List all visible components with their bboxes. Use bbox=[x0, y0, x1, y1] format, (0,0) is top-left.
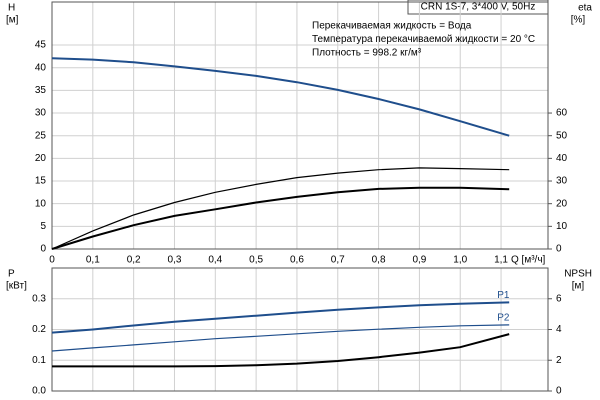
x-axis-label: Q [м³/ч] bbox=[511, 255, 546, 266]
y2-tick-label: 30 bbox=[556, 176, 568, 187]
x-tick-label: 0,8 bbox=[372, 255, 386, 266]
plot-frame bbox=[51, 267, 549, 392]
x-tick-label: 0,4 bbox=[208, 255, 222, 266]
y-tick-label: 30 bbox=[35, 108, 47, 119]
annotation: Перекачиваемая жидкость = Вода bbox=[312, 21, 472, 32]
y-tick-label: 40 bbox=[35, 62, 47, 73]
chart-title: CRN 1S-7, 3*400 V, 50Hz bbox=[421, 2, 536, 13]
x-tick-label: 0 bbox=[49, 255, 55, 266]
y-tick-label: 0.0 bbox=[32, 386, 46, 397]
y2-axis-unit: [м] bbox=[572, 281, 585, 292]
y2-tick-label: 6 bbox=[556, 293, 562, 304]
annotation: Температура перекачиваемой жидкости = 20… bbox=[312, 34, 535, 45]
curve bbox=[51, 57, 510, 137]
y-tick-label: 0.3 bbox=[32, 293, 46, 304]
y-tick-label: 15 bbox=[35, 176, 47, 187]
y-axis-unit: [м] bbox=[6, 15, 19, 26]
series-label: P2 bbox=[497, 313, 510, 324]
x-tick-label: 0,1 bbox=[86, 255, 100, 266]
x-tick-label: 1,1 bbox=[494, 255, 508, 266]
curve bbox=[51, 301, 510, 334]
y-tick-label: 0.2 bbox=[32, 324, 46, 335]
y2-tick-label: 4 bbox=[556, 324, 562, 335]
y2-axis-unit: [%] bbox=[571, 15, 586, 26]
y2-tick-label: 50 bbox=[556, 130, 568, 141]
y2-tick-label: 60 bbox=[556, 108, 568, 119]
x-tick-label: 0,9 bbox=[412, 255, 426, 266]
y2-axis-label: eta bbox=[578, 3, 592, 14]
y-tick-label: 35 bbox=[35, 85, 47, 96]
y-tick-label: 0 bbox=[40, 244, 46, 255]
y-axis-label: P bbox=[8, 269, 15, 280]
curve bbox=[51, 167, 510, 250]
y2-tick-label: 10 bbox=[556, 221, 568, 232]
annotation: Плотность = 998.2 кг/м³ bbox=[312, 48, 422, 59]
x-tick-label: 0,3 bbox=[168, 255, 182, 266]
y2-tick-label: 2 bbox=[556, 355, 562, 366]
y-tick-label: 5 bbox=[40, 221, 46, 232]
y-tick-label: 20 bbox=[35, 153, 47, 164]
y2-tick-label: 20 bbox=[556, 198, 568, 209]
y-axis-label: H bbox=[8, 3, 15, 14]
series-label: P1 bbox=[497, 290, 510, 301]
curve bbox=[51, 186, 510, 250]
y-tick-label: 10 bbox=[35, 198, 47, 209]
x-tick-label: 0,2 bbox=[127, 255, 141, 266]
x-tick-label: 1,0 bbox=[453, 255, 467, 266]
y-axis-unit: [кВт] bbox=[6, 281, 27, 292]
y-tick-label: 45 bbox=[35, 40, 47, 51]
x-tick-label: 0,6 bbox=[290, 255, 304, 266]
y2-tick-label: 0 bbox=[556, 244, 562, 255]
y2-tick-label: 40 bbox=[556, 153, 568, 164]
y2-tick-label: 0 bbox=[556, 386, 562, 397]
y-tick-label: 0.1 bbox=[32, 355, 46, 366]
y2-axis-label: NPSH bbox=[564, 269, 592, 280]
curve bbox=[51, 324, 510, 352]
y-tick-label: 25 bbox=[35, 130, 47, 141]
plot-frame bbox=[51, 1, 549, 250]
x-tick-label: 0,5 bbox=[249, 255, 263, 266]
curve bbox=[52, 333, 510, 368]
x-tick-label: 0,7 bbox=[331, 255, 345, 266]
